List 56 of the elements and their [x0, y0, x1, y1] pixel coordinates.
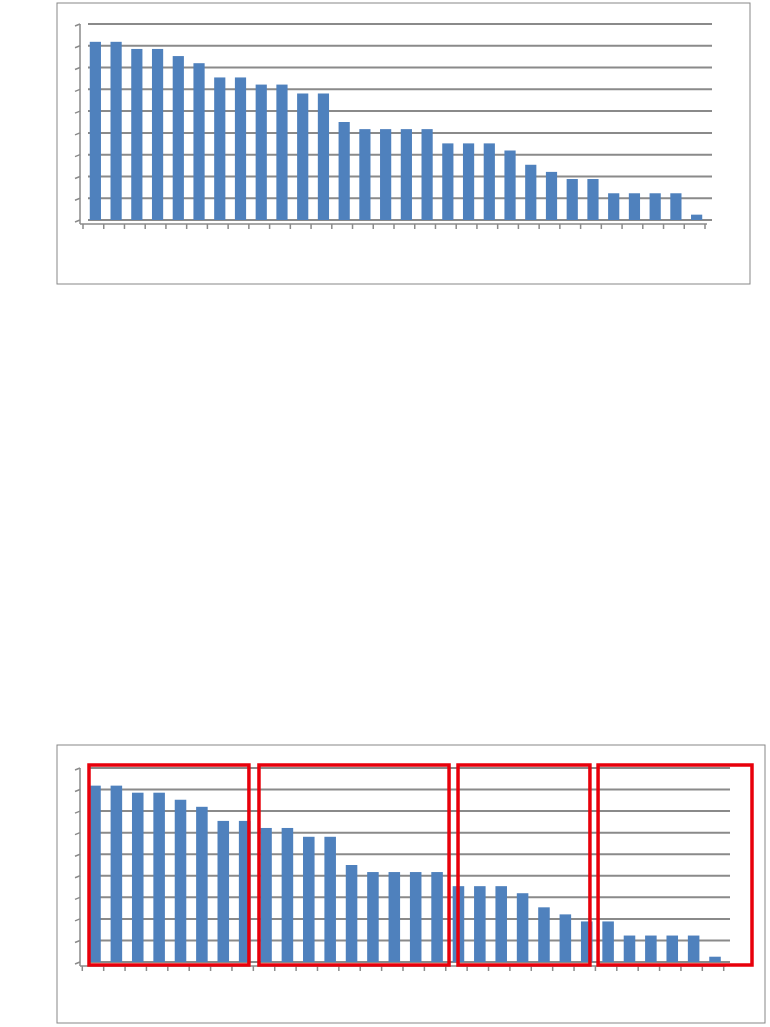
bar [110, 41, 122, 220]
bar [608, 193, 620, 220]
bar [276, 84, 288, 220]
bar [255, 84, 267, 220]
bar [380, 129, 392, 220]
bar [400, 129, 412, 220]
bar [214, 77, 226, 220]
bar [649, 193, 661, 220]
bar [516, 893, 529, 962]
bar [367, 872, 379, 962]
bar [172, 56, 184, 220]
bar [687, 935, 700, 962]
bar [442, 143, 454, 220]
bar [495, 886, 507, 962]
bar [110, 785, 123, 962]
bar [338, 122, 350, 220]
bar [281, 827, 294, 962]
bar [709, 956, 721, 962]
bar [388, 872, 401, 962]
bar [474, 886, 486, 962]
bar [538, 907, 550, 962]
bar [89, 41, 101, 220]
bar [559, 914, 572, 962]
bar [545, 171, 558, 220]
bar [131, 792, 144, 962]
bar [421, 129, 433, 220]
bar [525, 164, 537, 220]
bar [151, 48, 164, 220]
bar [317, 93, 330, 220]
bar [431, 872, 443, 962]
bar [260, 827, 272, 962]
bar [670, 193, 682, 220]
bar [234, 77, 247, 220]
bar [628, 193, 641, 220]
bar [297, 93, 309, 220]
bar [666, 935, 679, 962]
bar [324, 836, 336, 962]
bar [196, 806, 208, 962]
bar [217, 820, 230, 962]
bar [409, 872, 422, 962]
bar [566, 179, 578, 220]
bar [691, 214, 703, 220]
bar [587, 179, 599, 220]
bar [131, 48, 143, 220]
bar [303, 836, 315, 962]
bar [623, 935, 636, 962]
bar [645, 935, 657, 962]
bar [193, 63, 205, 220]
bar [174, 799, 187, 962]
bar [359, 129, 371, 220]
bar [602, 921, 614, 962]
bar [153, 792, 165, 962]
bar [462, 143, 475, 220]
bar [504, 150, 516, 220]
bar [345, 865, 358, 962]
bar [483, 143, 495, 220]
